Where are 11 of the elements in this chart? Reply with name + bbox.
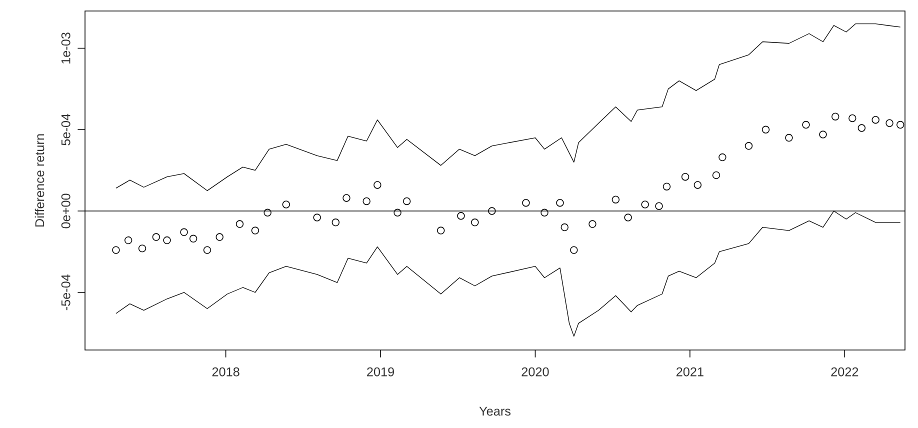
y-axis-title: Difference return: [34, 134, 44, 226]
y-tick-label: 0e+00: [61, 194, 70, 228]
y-tick-label: 1e-03: [61, 32, 70, 64]
x-tick-label: 2019: [367, 367, 394, 376]
y-tick-label: 5e-04: [61, 114, 70, 146]
y-tick-label: -5e-04: [61, 274, 70, 310]
x-tick-label: 2020: [522, 367, 549, 376]
x-tick-label: 2021: [676, 367, 704, 376]
x-tick-label: 2018: [212, 367, 240, 376]
x-axis-title: Years: [479, 406, 511, 416]
x-tick-label: 2022: [831, 367, 858, 376]
